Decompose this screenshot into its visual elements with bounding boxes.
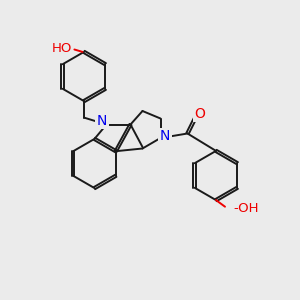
- Text: -OH: -OH: [233, 202, 259, 215]
- Text: N: N: [97, 114, 107, 128]
- Text: HO: HO: [52, 42, 73, 55]
- Text: O: O: [194, 107, 205, 121]
- Text: N: N: [160, 130, 170, 143]
